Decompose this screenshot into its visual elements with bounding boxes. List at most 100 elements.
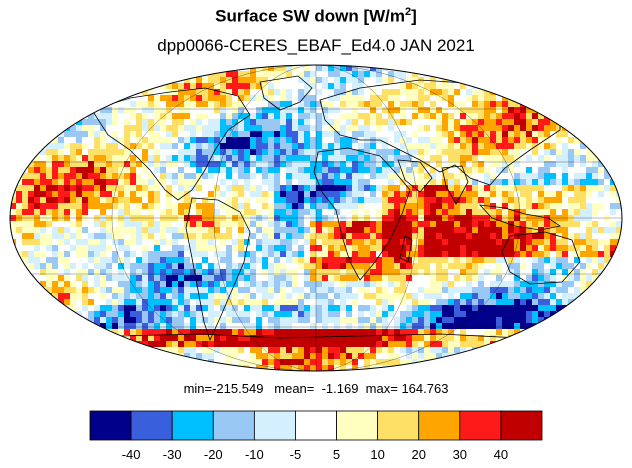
field-cell: [214, 239, 221, 246]
field-cell: [118, 155, 125, 162]
field-cell: [220, 359, 227, 366]
field-cell: [598, 215, 605, 222]
field-cell: [310, 239, 317, 246]
field-cell: [274, 77, 281, 84]
field-cell: [520, 287, 527, 294]
field-cell: [28, 239, 35, 246]
field-cell: [346, 359, 353, 366]
field-cell: [136, 269, 143, 276]
field-cell: [400, 167, 407, 174]
field-cell: [202, 179, 209, 186]
field-cell: [508, 155, 515, 162]
field-cell: [322, 161, 329, 168]
field-cell: [256, 353, 263, 360]
field-cell: [52, 275, 59, 282]
field-cell: [322, 359, 329, 366]
field-cell: [256, 359, 263, 366]
field-cell: [256, 197, 263, 204]
field-cell: [346, 239, 353, 246]
field-cell: [268, 185, 275, 192]
field-cell: [484, 329, 491, 336]
field-cell: [100, 209, 107, 216]
field-cell: [538, 179, 545, 186]
field-cell: [106, 287, 113, 294]
field-cell: [178, 299, 185, 306]
field-cell: [58, 167, 65, 174]
field-cell: [76, 155, 83, 162]
field-cell: [304, 77, 311, 84]
field-cell: [250, 347, 257, 354]
field-cell: [334, 299, 341, 306]
field-cell: [136, 251, 143, 258]
field-cell: [214, 269, 221, 276]
field-cell: [352, 65, 359, 72]
field-cell: [514, 233, 521, 240]
field-cell: [376, 101, 383, 108]
field-cell: [196, 221, 203, 228]
field-cell: [484, 131, 491, 138]
field-cell: [568, 257, 575, 264]
field-cell: [334, 269, 341, 276]
field-cell: [496, 113, 503, 120]
field-cell: [460, 101, 467, 108]
field-cell: [448, 305, 455, 312]
field-cell: [370, 293, 377, 300]
field-cell: [424, 323, 431, 330]
field-cell: [196, 107, 203, 114]
field-cell: [202, 311, 209, 318]
field-cell: [310, 197, 317, 204]
field-cell: [160, 215, 167, 222]
field-cell: [472, 317, 479, 324]
field-cell: [382, 83, 389, 90]
field-cell: [502, 161, 509, 168]
field-cell: [586, 257, 593, 264]
field-cell: [52, 137, 59, 144]
field-cell: [322, 239, 329, 246]
field-cell: [118, 293, 125, 300]
field-cell: [124, 263, 131, 270]
field-cell: [322, 317, 329, 324]
field-cell: [220, 317, 227, 324]
field-cell: [544, 275, 551, 282]
field-cell: [274, 71, 281, 78]
colorbar-box: [171, 410, 214, 441]
field-cell: [382, 329, 389, 336]
field-cell: [310, 179, 317, 186]
field-cell: [232, 149, 239, 156]
field-cell: [346, 311, 353, 318]
field-cell: [448, 173, 455, 180]
field-cell: [226, 275, 233, 282]
field-cell: [508, 329, 515, 336]
field-cell: [346, 329, 353, 336]
field-cell: [544, 293, 551, 300]
field-cell: [268, 311, 275, 318]
field-cell: [250, 197, 257, 204]
field-cell: [142, 101, 149, 108]
field-cell: [136, 293, 143, 300]
field-cell: [550, 281, 557, 288]
field-cell: [280, 269, 287, 276]
field-cell: [244, 71, 251, 78]
field-cell: [496, 263, 503, 270]
field-cell: [466, 299, 473, 306]
field-cell: [310, 89, 317, 96]
field-cell: [304, 149, 311, 156]
field-cell: [286, 335, 293, 342]
field-cell: [292, 341, 299, 348]
field-cell: [160, 167, 167, 174]
field-cell: [412, 131, 419, 138]
field-cell: [280, 221, 287, 228]
field-cell: [268, 299, 275, 306]
field-cell: [370, 143, 377, 150]
field-cell: [442, 107, 449, 114]
field-cell: [592, 239, 599, 246]
field-cell: [118, 251, 125, 258]
field-cell: [490, 239, 497, 246]
field-cell: [226, 167, 233, 174]
field-cell: [520, 311, 527, 318]
field-cell: [412, 269, 419, 276]
field-cell: [580, 233, 587, 240]
field-cell: [136, 197, 143, 204]
field-cell: [454, 83, 461, 90]
field-cell: [508, 161, 515, 168]
